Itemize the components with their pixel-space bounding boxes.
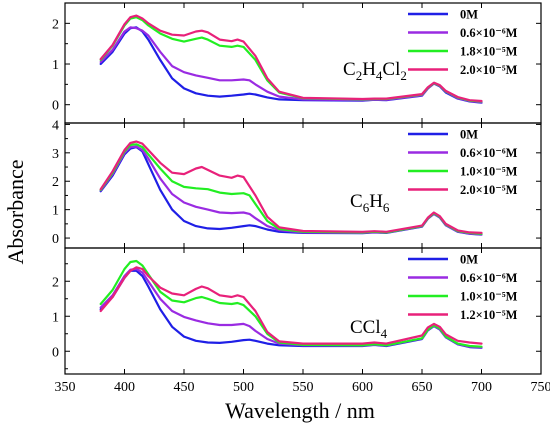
series-line-green — [99, 259, 483, 348]
x-tick-label: 450 — [174, 380, 195, 395]
y-tick-label: 0 — [52, 232, 59, 247]
y-tick-label: 4 — [52, 118, 59, 133]
legend-entry: 0M — [460, 8, 478, 22]
formula-part: C — [343, 59, 356, 80]
y-tick-label: 0 — [52, 345, 59, 360]
x-tick-label: 700 — [471, 380, 492, 395]
x-tick-label: 500 — [233, 380, 254, 395]
x-tick-label: 650 — [412, 380, 433, 395]
legend-entry: 2.0×10⁻⁵M — [460, 63, 518, 77]
solvent-label: C2H4Cl2 — [343, 59, 407, 83]
legend-entry: 0M — [460, 128, 478, 142]
y-tick-label: 1 — [52, 204, 59, 219]
y-tick-label: 0 — [52, 99, 59, 114]
chart-panels: 0120M0.6×10⁻⁶M1.8×10⁻⁵M2.0×10⁻⁵MC2H4Cl20… — [52, 2, 542, 375]
series-line-magenta — [99, 140, 483, 234]
x-tick-label: 400 — [114, 380, 135, 395]
formula-part: CCl — [350, 317, 381, 338]
y-tick-label: 2 — [52, 175, 59, 190]
y-axis-title: Absorbance — [3, 159, 28, 264]
formula-part: H — [369, 191, 383, 212]
legend-entry: 0.6×10⁻⁶M — [460, 146, 518, 160]
legend-entry: 1.0×10⁻⁵M — [460, 290, 518, 304]
series-line-magenta — [99, 266, 483, 345]
formula-part: Cl — [382, 59, 400, 80]
formula-part: C — [350, 191, 363, 212]
legend-entry: 0.6×10⁻⁶M — [460, 26, 518, 40]
solvent-label: C6H6 — [350, 191, 390, 215]
legend-entry: 0.6×10⁻⁶M — [460, 271, 518, 285]
y-tick-label: 2 — [52, 17, 59, 32]
y-tick-label: 3 — [52, 147, 59, 162]
legend-entry: 2.0×10⁻⁵M — [460, 183, 518, 197]
x-tick-label: 550 — [293, 380, 314, 395]
y-tick-label: 1 — [52, 58, 59, 73]
x-tick-label: 750 — [531, 380, 550, 395]
panel-3: 0 1 2 0M 0.6×10⁻⁶M 1.0×10⁻⁵M 1.2×10⁻⁵M CCl4 — [52, 247, 542, 375]
legend-entry: 1.0×10⁻⁵M — [460, 165, 518, 179]
subscript: 2 — [356, 68, 363, 83]
legend-entry: 0M — [460, 253, 478, 267]
subscript: 6 — [363, 200, 370, 215]
y-tick-label: 2 — [52, 275, 59, 290]
x-axis-title: Wavelength / nm — [225, 398, 375, 423]
x-axis: 350 400 450 500 550 600 650 700 750 — [55, 380, 550, 395]
solvent-label: CCl4 — [350, 317, 388, 341]
x-tick-label: 350 — [55, 380, 76, 395]
legend-entry: 1.2×10⁻⁵M — [460, 308, 518, 322]
series-line-magenta — [99, 14, 483, 103]
subscript: 6 — [383, 200, 390, 215]
x-tick-label: 600 — [352, 380, 373, 395]
subscript: 2 — [400, 68, 407, 83]
subscript: 4 — [381, 326, 388, 341]
legend-entry: 1.8×10⁻⁵M — [460, 45, 518, 59]
subscript: 4 — [376, 68, 383, 83]
legend: 0M 0.6×10⁻⁶M 1.0×10⁻⁵M 1.2×10⁻⁵M — [408, 253, 518, 322]
legend: 0M 0.6×10⁻⁶M 1.8×10⁻⁵M 2.0×10⁻⁵M — [408, 8, 518, 77]
formula-part: H — [362, 59, 376, 80]
legend: 0M 0.6×10⁻⁶M 1.0×10⁻⁵M 2.0×10⁻⁵M — [408, 128, 518, 197]
y-tick-label: 1 — [52, 310, 59, 325]
